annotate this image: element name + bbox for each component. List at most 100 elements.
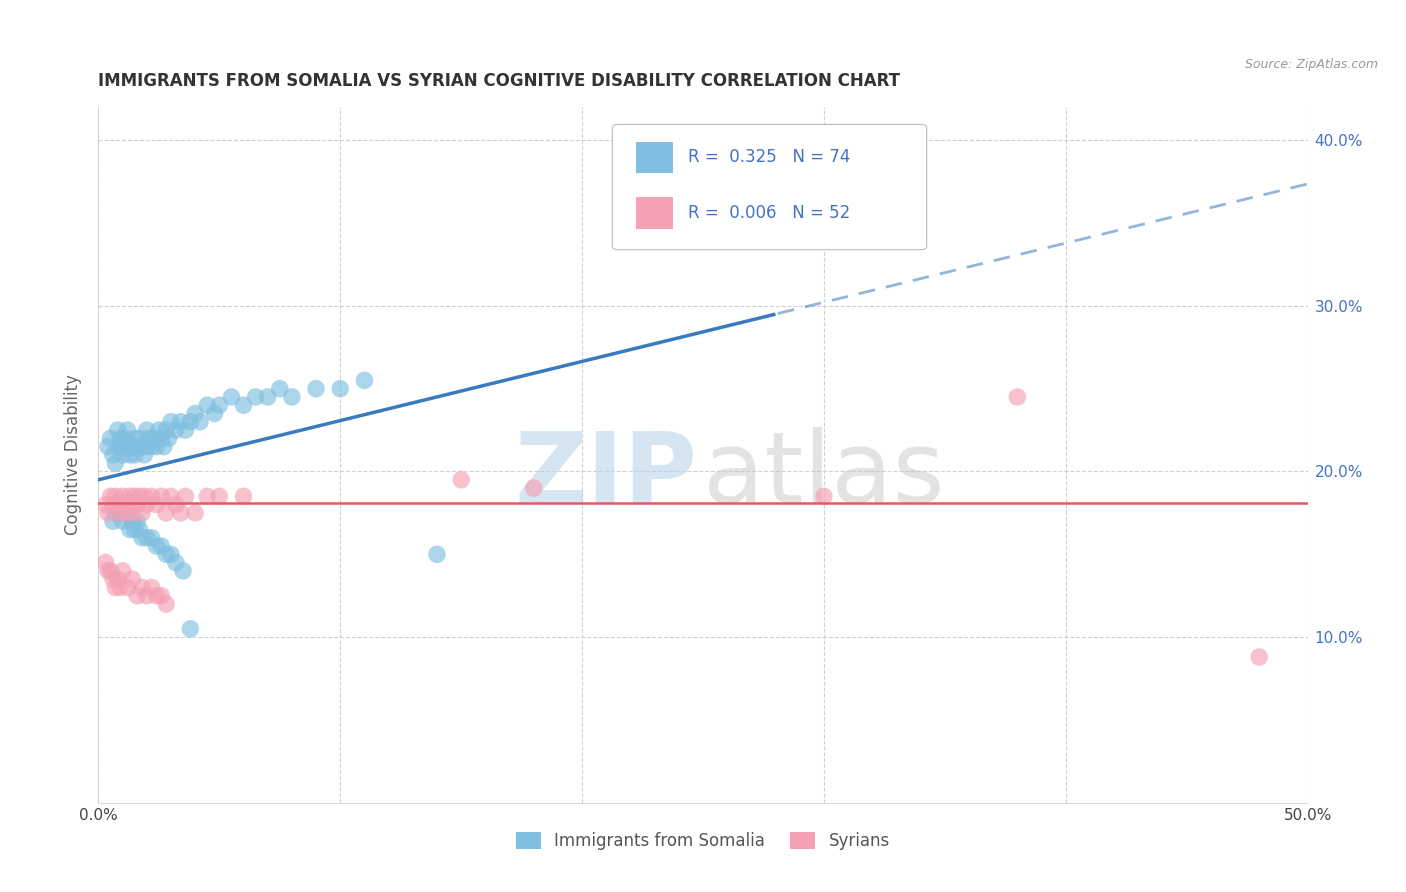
Point (135, 498, 157, 512)
Point (160, 489, 183, 503)
Point (121, 506, 143, 520)
Point (208, 398, 231, 412)
Point (155, 423, 177, 437)
Point (101, 448, 124, 462)
Point (124, 448, 146, 462)
Point (124, 431, 146, 445)
Point (145, 498, 167, 512)
Point (121, 514, 143, 528)
Point (100, 489, 122, 503)
Point (155, 547, 177, 561)
Point (150, 489, 173, 503)
Point (329, 382, 352, 396)
Point (104, 506, 127, 520)
Point (101, 498, 124, 512)
Point (150, 431, 173, 445)
Point (118, 448, 141, 462)
Point (108, 506, 131, 520)
Point (97, 506, 120, 520)
Point (141, 489, 163, 503)
Point (108, 498, 131, 512)
Point (523, 481, 546, 495)
Point (204, 407, 226, 421)
Point (107, 498, 129, 512)
Point (141, 581, 163, 595)
Text: R =  0.325   N = 74: R = 0.325 N = 74 (689, 148, 851, 166)
Point (114, 506, 136, 520)
Point (127, 514, 149, 528)
Point (184, 506, 207, 520)
Point (127, 589, 149, 603)
Point (281, 390, 304, 404)
Point (100, 564, 122, 578)
Point (121, 572, 143, 586)
Point (174, 489, 197, 503)
Point (188, 415, 211, 429)
Point (108, 581, 131, 595)
Point (107, 506, 129, 520)
Point (134, 448, 156, 462)
Point (97, 564, 120, 578)
Point (117, 423, 139, 437)
Point (117, 498, 139, 512)
Point (101, 572, 124, 586)
Point (128, 523, 150, 537)
Point (138, 431, 160, 445)
Point (450, 473, 472, 487)
Point (117, 506, 139, 520)
Point (150, 589, 173, 603)
FancyBboxPatch shape (637, 142, 672, 173)
Point (114, 506, 136, 520)
Point (128, 431, 150, 445)
Point (145, 539, 167, 553)
FancyBboxPatch shape (613, 124, 927, 250)
Point (179, 415, 201, 429)
Text: atlas: atlas (703, 427, 945, 524)
Point (1249, 650, 1271, 665)
Point (131, 440, 153, 454)
Point (127, 440, 149, 454)
Point (117, 440, 139, 454)
Point (104, 489, 127, 503)
Point (145, 440, 167, 454)
Point (143, 431, 166, 445)
Point (111, 564, 134, 578)
Text: ZIP: ZIP (515, 427, 697, 524)
Point (195, 489, 218, 503)
Point (100, 431, 122, 445)
Point (131, 581, 153, 595)
Point (124, 523, 146, 537)
Point (127, 498, 149, 512)
Point (131, 506, 153, 520)
Point (195, 398, 218, 412)
Point (179, 622, 201, 636)
Point (165, 423, 187, 437)
Point (232, 398, 254, 412)
Point (94, 556, 117, 570)
Point (104, 581, 127, 595)
Point (135, 440, 157, 454)
Point (121, 440, 143, 454)
Point (104, 456, 127, 470)
Point (184, 407, 207, 421)
Y-axis label: Cognitive Disability: Cognitive Disability (65, 375, 83, 535)
Point (111, 489, 134, 503)
Point (107, 440, 129, 454)
Point (169, 415, 191, 429)
Point (135, 589, 157, 603)
Point (145, 589, 167, 603)
Point (169, 506, 191, 520)
Point (141, 440, 163, 454)
Point (208, 489, 231, 503)
Point (165, 556, 187, 570)
Point (232, 489, 254, 503)
Point (765, 208, 787, 222)
Point (101, 514, 124, 528)
Point (152, 440, 174, 454)
Point (114, 431, 136, 445)
Point (128, 489, 150, 503)
Point (94, 498, 117, 512)
Point (155, 597, 177, 611)
Point (157, 431, 180, 445)
Point (124, 489, 146, 503)
